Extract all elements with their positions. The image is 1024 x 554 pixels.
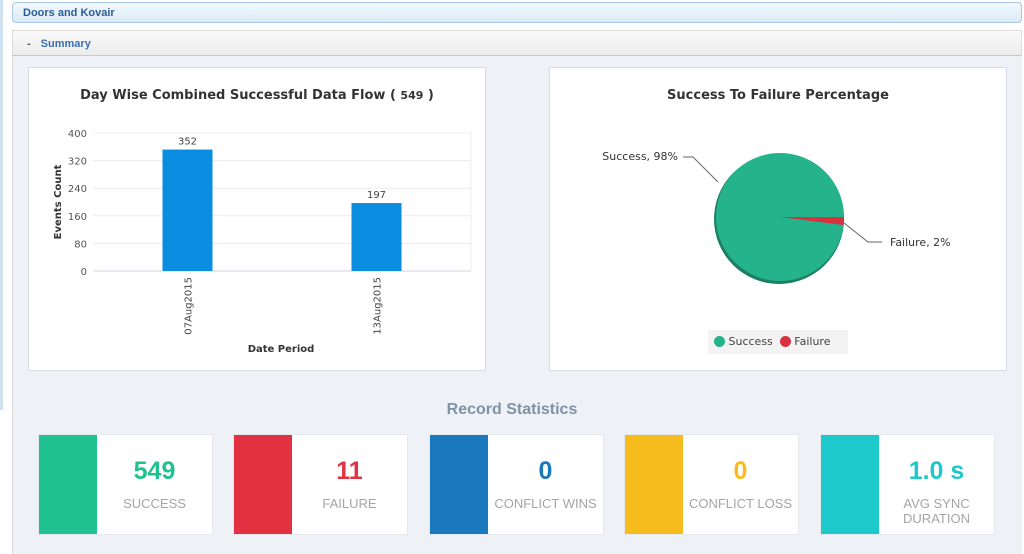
stat-label: CONFLICT LOSS [688, 496, 793, 511]
bar-data-label: 197 [367, 190, 386, 201]
bar-chart-title: Day Wise Combined Successful Data Flow (… [80, 88, 434, 103]
stat-value: 549 [133, 457, 176, 485]
stat-color-block [430, 435, 488, 534]
pie-slice-failure [780, 217, 844, 226]
stat-color-block [821, 435, 879, 534]
stat-card-conflict-wins: 0 CONFLICT WINS [429, 434, 604, 535]
failure-data-label: Failure, 2% [890, 236, 951, 249]
stat-color-block [39, 435, 97, 534]
success-data-label: Success, 98% [602, 150, 678, 163]
bar-data-label: 352 [178, 137, 197, 148]
pie-chart: Success, 98% Failure, 2% [602, 150, 951, 284]
x-axis-title: Date Period [248, 344, 315, 355]
left-border [0, 0, 3, 410]
stat-card-success: 549 SUCCESS [38, 434, 213, 535]
bar-chart-panel: Day Wise Combined Successful Data Flow (… [28, 67, 486, 371]
stat-card-avg-sync-duration: 1.0 s AVG SYNC DURATION [820, 434, 995, 535]
x-tick-label: 13Aug2015 [373, 277, 384, 335]
stat-label: CONFLICT WINS [494, 496, 597, 511]
x-tick-label: 07Aug2015 [184, 277, 195, 335]
pie-chart-title: Success To Failure Percentage [667, 88, 889, 103]
bar [351, 203, 402, 271]
stat-value: 0 [538, 457, 553, 485]
stat-card-conflict-loss: 0 CONFLICT LOSS [624, 434, 799, 535]
y-tick-label: 400 [68, 129, 87, 140]
bar-chart: 0 80 160 240 320 400 352 07Aug2015 197 13Aug2015 D… [53, 129, 472, 355]
summary-bar[interactable]: - Summary [12, 30, 1022, 56]
stat-value: 0 [733, 457, 748, 485]
y-tick-label: 0 [81, 267, 87, 278]
failure-legend-icon [779, 336, 791, 347]
stat-card-failure: 11 FAILURE [233, 434, 408, 535]
pie-chart-panel: Success To Failure Percentage Success, 9… [549, 67, 1007, 371]
success-legend-icon [714, 336, 725, 347]
y-tick-label: 320 [68, 157, 87, 168]
stat-value: 11 [336, 457, 363, 485]
record-statistics-title: Record Statistics [446, 401, 578, 418]
stat-label: AVG SYNC DURATION [903, 496, 970, 526]
y-axis-title: Events Count [53, 164, 64, 239]
pie-slice-success [716, 152, 844, 281]
stat-value: 1.0 s [908, 457, 965, 485]
y-tick-label: 240 [68, 184, 87, 195]
collapse-toggle[interactable]: - [27, 38, 31, 50]
success-leader-line [683, 156, 719, 183]
y-tick-label: 160 [68, 212, 87, 223]
header-bar[interactable]: Doors and Kovair [12, 2, 1022, 23]
stat-label: SUCCESS [123, 496, 186, 511]
stat-label: FAILURE [322, 496, 377, 511]
stat-color-block [234, 435, 292, 534]
header-title: Doors and Kovair [23, 7, 115, 19]
failure-leader-line [843, 222, 882, 243]
bar [162, 149, 213, 271]
legend-item-failure[interactable]: Failure [779, 335, 830, 348]
stat-color-block [625, 435, 683, 534]
y-tick-label: 80 [74, 239, 87, 250]
legend-item-success[interactable]: Success [714, 335, 773, 348]
pie-legend: Success Failure [708, 330, 848, 354]
summary-label: Summary [40, 38, 91, 50]
